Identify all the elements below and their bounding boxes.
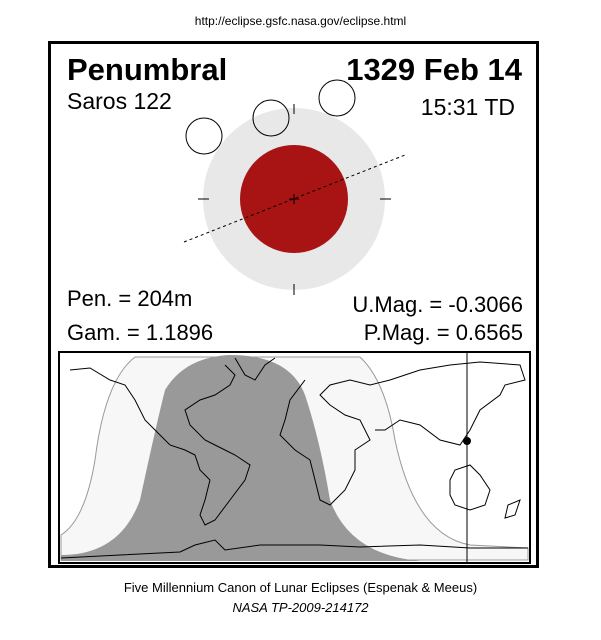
- penumbral-duration: Pen. = 204m: [67, 286, 193, 311]
- eclipse-time: 15:31 TD: [420, 94, 515, 120]
- eclipse-date: 1329 Feb 14: [346, 52, 522, 87]
- eclipse-visibility-region: [61, 355, 420, 561]
- visibility-map: [58, 351, 531, 564]
- diagram-frame: [48, 41, 539, 568]
- moon-position-1: [185, 117, 223, 155]
- moon-position-2: [252, 99, 290, 137]
- footer-title: Five Millennium Canon of Lunar Eclipses …: [123, 580, 478, 595]
- saros-number: Saros 122: [67, 88, 172, 114]
- axis-ticks: [198, 104, 391, 295]
- continent-outlines: [60, 357, 528, 559]
- penumbral-magnitude: P.Mag. = 0.6565: [363, 320, 523, 345]
- moon-position-3: [318, 79, 356, 117]
- eclipse-type: Penumbral: [67, 52, 228, 87]
- greatest-eclipse-point: [463, 437, 471, 445]
- gamma-value: Gam. = 1.1896: [67, 320, 214, 345]
- umbral-magnitude: U.Mag. = -0.3066: [352, 292, 523, 317]
- source-url: http://eclipse.gsfc.nasa.gov/eclipse.htm…: [194, 14, 407, 28]
- footer-reference: NASA TP-2009-214172: [232, 600, 369, 615]
